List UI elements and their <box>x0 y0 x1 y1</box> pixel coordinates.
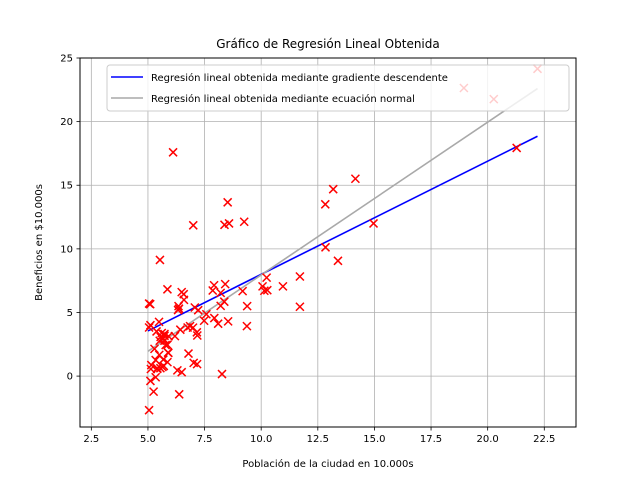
data-point <box>179 289 189 299</box>
data-point <box>157 328 167 338</box>
axis-ticks: 2.5 5.0 7.5 10.0 12.5 15.0 17.5 20.0 22.5 0 5 10 15 2… <box>60 54 555 446</box>
data-point <box>173 301 184 311</box>
x-tick-label: 10.0 <box>250 434 272 445</box>
data-point <box>320 242 331 252</box>
data-point <box>145 320 155 330</box>
data-point <box>295 302 305 312</box>
data-point <box>155 363 165 373</box>
plot-data <box>144 64 543 415</box>
plot-frame <box>79 57 577 428</box>
x-tick-label: 22.5 <box>533 434 555 445</box>
data-point <box>154 317 164 327</box>
data-point <box>223 316 233 326</box>
data-point <box>155 255 165 265</box>
legend: Regresión lineal obtenida mediante gradi… <box>106 64 570 112</box>
data-point <box>174 389 184 399</box>
y-tick-label: 25 <box>60 54 73 65</box>
data-point <box>238 286 248 296</box>
data-point <box>216 301 226 311</box>
y-tick-label: 15 <box>60 181 73 192</box>
y-tick-label: 0 <box>67 372 73 383</box>
chart-title: Gráfico de Regresión Lineal Obtenida <box>216 37 439 51</box>
data-point <box>333 256 343 266</box>
x-tick-label: 20.0 <box>477 434 499 445</box>
data-point <box>242 301 252 311</box>
data-point <box>224 218 234 228</box>
x-tick-label: 7.5 <box>197 434 213 445</box>
x-tick-label: 15.0 <box>363 434 385 445</box>
data-point <box>172 365 182 375</box>
data-point <box>145 376 155 386</box>
data-point <box>368 218 379 228</box>
y-tick-label: 10 <box>60 244 73 255</box>
x-tick-label: 17.5 <box>420 434 442 445</box>
data-point <box>152 363 162 373</box>
data-point <box>154 350 164 360</box>
data-point <box>188 323 198 333</box>
data-point <box>144 405 154 415</box>
data-point <box>201 309 211 319</box>
data-point <box>193 305 203 315</box>
data-point <box>208 285 218 296</box>
data-point <box>328 184 338 194</box>
data-point <box>146 360 156 370</box>
legend-box <box>106 64 570 112</box>
data-point <box>183 349 194 359</box>
y-tick-label: 5 <box>67 308 73 319</box>
data-point <box>216 288 226 298</box>
data-point <box>217 369 227 379</box>
data-point <box>149 344 160 354</box>
data-point <box>149 387 159 397</box>
data-point <box>188 220 198 230</box>
data-point <box>239 217 249 227</box>
data-point <box>209 313 219 323</box>
data-point <box>350 174 360 184</box>
data-point <box>168 147 178 157</box>
data-point <box>189 358 199 368</box>
data-point <box>151 372 161 382</box>
data-point <box>209 280 219 290</box>
data-point <box>295 271 305 282</box>
x-axis-label: Población de la ciudad en 10.000s <box>242 458 413 470</box>
data-point <box>242 321 252 331</box>
y-tick-label: 20 <box>60 117 73 128</box>
x-tick-label: 5.0 <box>140 434 156 445</box>
data-point <box>320 199 330 209</box>
data-point <box>162 340 172 350</box>
data-point <box>220 279 230 289</box>
data-point <box>258 281 268 291</box>
legend-label-gradient: Regresión lineal obtenida mediante gradi… <box>151 72 448 84</box>
legend-label-normal: Regresión lineal obtenida mediante ecuac… <box>151 93 415 105</box>
x-tick-label: 2.5 <box>83 434 99 445</box>
x-tick-label: 12.5 <box>307 434 329 445</box>
data-point <box>278 281 288 291</box>
data-point <box>223 197 233 207</box>
data-point <box>145 299 155 309</box>
y-axis-label: Beneficios en $10.000s <box>34 184 45 301</box>
data-point <box>163 348 173 358</box>
data-point <box>199 316 209 326</box>
gradient-descent-line <box>147 135 538 332</box>
data-point <box>213 319 223 329</box>
normal-equation-line <box>147 87 538 352</box>
data-point <box>262 273 272 283</box>
data-point <box>164 331 174 341</box>
data-point <box>192 330 202 341</box>
data-point <box>162 284 172 294</box>
data-point <box>512 143 522 153</box>
